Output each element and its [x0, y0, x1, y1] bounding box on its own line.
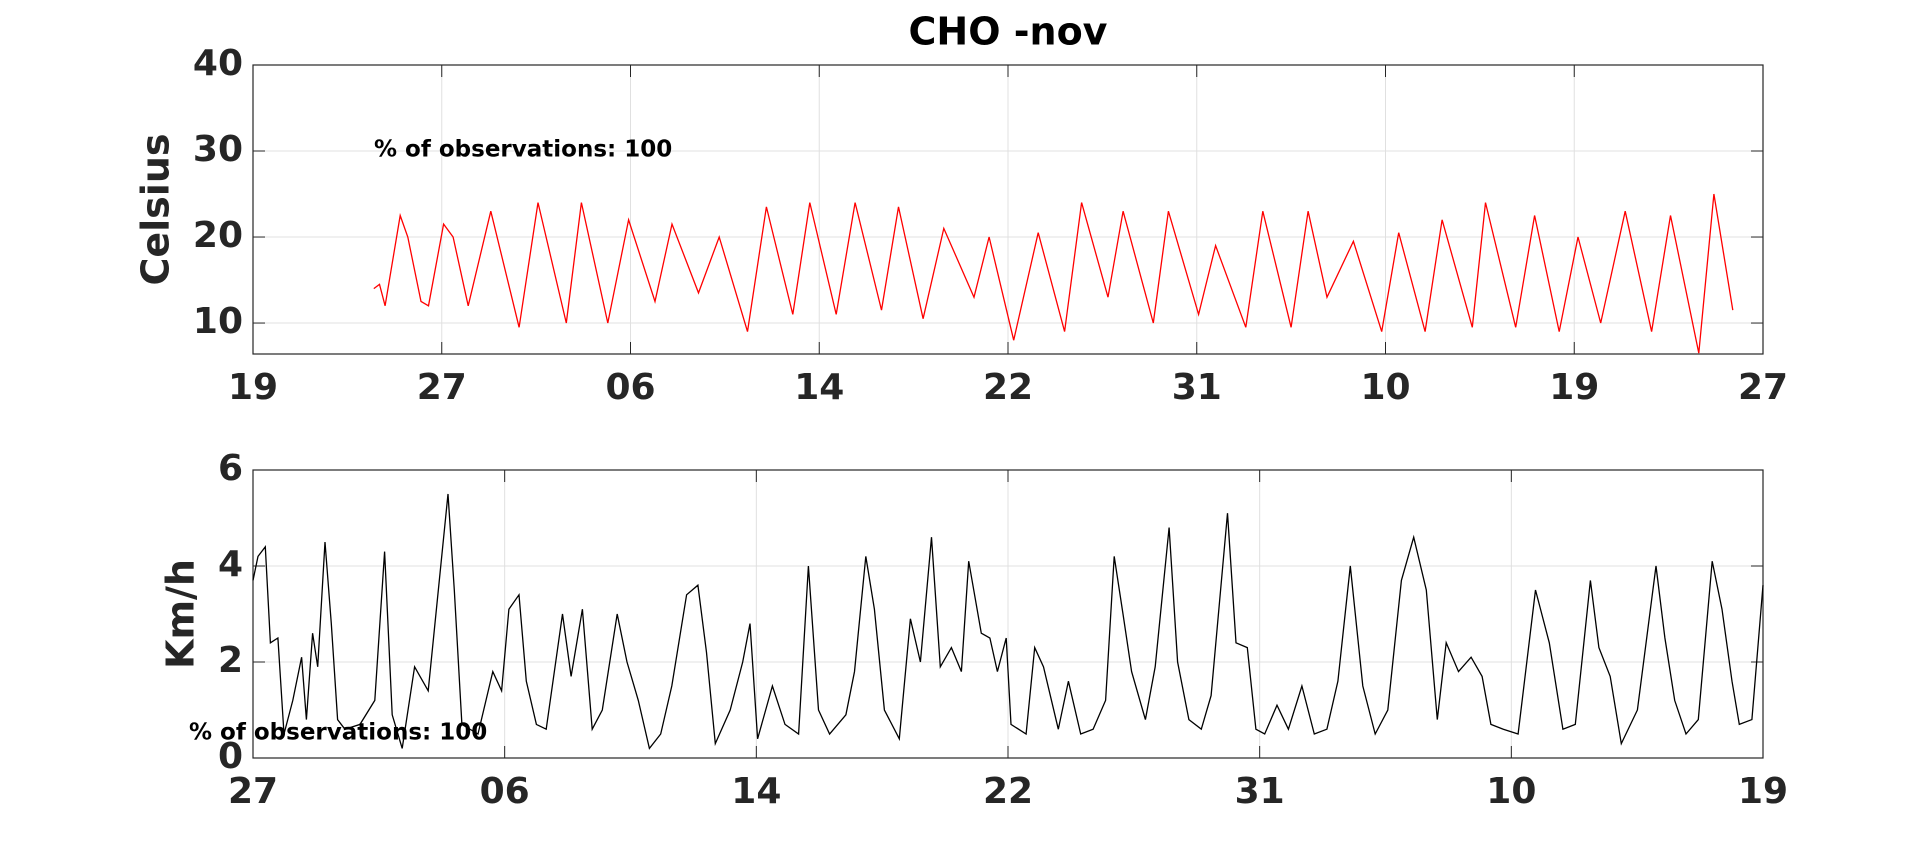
x-tick-label: 27 [417, 367, 467, 408]
x-tick-label: 10 [1360, 367, 1410, 408]
x-tick-label: 10 [1486, 771, 1536, 812]
y-tick-label: 20 [193, 215, 243, 256]
y-tick-label: 30 [193, 129, 243, 170]
x-tick-label: 22 [983, 367, 1033, 408]
y-tick-label: 0 [218, 736, 243, 777]
annotation: % of observations: 100 [374, 137, 672, 163]
x-tick-label: 27 [228, 771, 278, 812]
y-tick-label: 4 [218, 544, 243, 585]
y-tick-label: 2 [218, 640, 243, 681]
y-axis-label: Celsius [134, 134, 178, 286]
y-tick-label: 6 [218, 448, 243, 489]
x-tick-label: 19 [1549, 367, 1599, 408]
x-tick-label: 14 [731, 771, 781, 812]
x-tick-label: 19 [1738, 771, 1788, 812]
data-line [373, 193, 1734, 354]
x-tick-label: 06 [605, 367, 655, 408]
y-tick-label: 10 [193, 301, 243, 342]
plot-frame [252, 64, 1764, 355]
y-tick-label: 40 [193, 43, 243, 84]
x-tick-label: 06 [480, 771, 530, 812]
x-tick-label: 19 [228, 367, 278, 408]
x-tick-label: 31 [1235, 771, 1285, 812]
y-axis-label: Km/h [159, 559, 203, 669]
x-tick-label: 14 [794, 367, 844, 408]
data-line [252, 493, 1764, 750]
x-tick-label: 22 [983, 771, 1033, 812]
plot-frame [252, 469, 1764, 759]
annotation: % of observations: 100 [189, 720, 487, 746]
x-tick-label: 27 [1738, 367, 1788, 408]
chart-title: CHO -nov [909, 10, 1108, 54]
x-tick-label: 31 [1172, 367, 1222, 408]
